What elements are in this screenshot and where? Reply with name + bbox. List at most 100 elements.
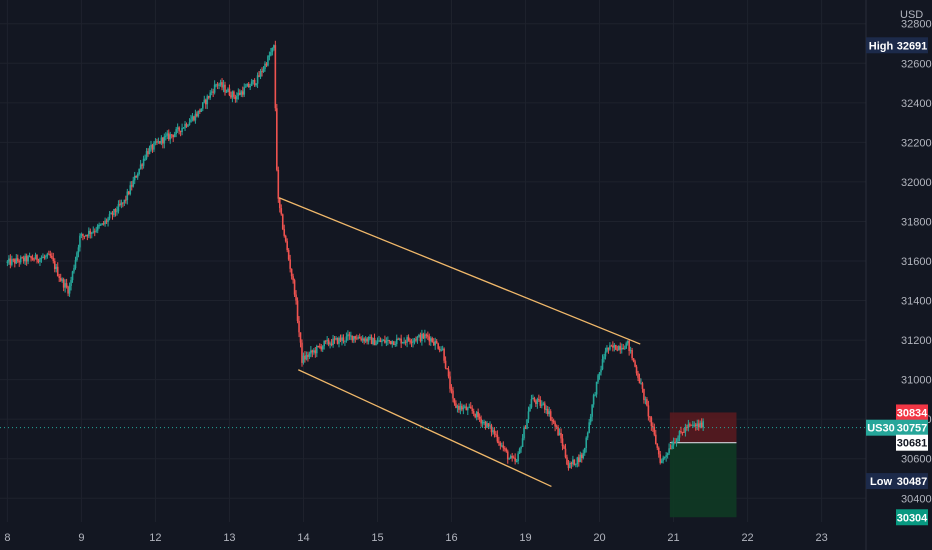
low-value: 30487 — [897, 476, 928, 488]
candle-body — [659, 454, 662, 463]
candle-body — [82, 234, 84, 236]
candle-body — [625, 343, 627, 349]
candle-body — [108, 214, 111, 219]
candle-body — [218, 84, 220, 86]
candle-body — [668, 448, 670, 454]
candle-body — [116, 211, 118, 213]
candle-body — [666, 453, 669, 456]
candle-body — [18, 261, 21, 263]
candle-body — [36, 254, 38, 261]
candle-body — [622, 347, 625, 349]
candle-body — [429, 338, 432, 342]
candle-body — [687, 424, 690, 428]
candle-body — [617, 346, 620, 351]
candle-body — [592, 395, 595, 405]
candle-body — [465, 406, 468, 411]
candle-body — [570, 462, 573, 465]
candle-body — [388, 340, 391, 342]
candle-body — [546, 408, 549, 415]
candle-body — [363, 338, 365, 342]
candle-body — [623, 348, 626, 350]
candle-body — [458, 405, 460, 410]
candle-body — [440, 349, 442, 351]
candle-body — [523, 427, 525, 439]
candle-body — [674, 442, 676, 444]
candle-body — [542, 403, 545, 405]
candle-body — [243, 87, 246, 95]
candle-body — [77, 247, 80, 253]
candle-body — [132, 180, 135, 187]
candle-body — [231, 91, 234, 98]
candle-body — [400, 338, 402, 344]
candle-body — [569, 462, 571, 469]
candle-body — [455, 403, 457, 408]
stop-loss-value: 30834 — [897, 407, 928, 419]
candle-body — [407, 337, 410, 341]
candle-body — [462, 407, 465, 410]
candle-body — [472, 410, 475, 414]
high-badge: High 32691 — [866, 37, 928, 54]
candle-body — [369, 337, 371, 339]
candle-body — [79, 235, 81, 248]
candle-body — [675, 441, 678, 444]
candle-body — [620, 347, 623, 350]
candle-body — [367, 337, 370, 342]
candle-body — [692, 424, 694, 426]
candle-body — [311, 350, 314, 353]
candle-body — [133, 176, 136, 181]
candle-body — [557, 427, 559, 436]
candle-body — [135, 176, 137, 178]
current-price-value: 30757 — [897, 423, 928, 435]
candle-body — [435, 341, 438, 344]
candle-body — [267, 56, 269, 66]
candle-body — [401, 342, 404, 344]
candle-body — [299, 332, 302, 343]
candle-body — [461, 405, 463, 410]
time-axis[interactable]: 8 9 12 13 14 15 16 19 20 21 22 23 — [4, 532, 827, 544]
candle-body — [330, 343, 333, 346]
candle-body — [452, 390, 454, 399]
candle-body — [138, 168, 140, 175]
candle-body — [619, 346, 622, 350]
candle-body — [637, 373, 639, 378]
candle-body — [271, 47, 274, 53]
candle-body — [327, 339, 330, 345]
candle-body — [83, 235, 86, 237]
candle-body — [236, 95, 238, 100]
candle-body — [210, 91, 213, 93]
candle-body — [375, 343, 377, 346]
candle-body — [127, 191, 130, 195]
candle-body — [493, 430, 496, 434]
candle-body — [61, 279, 63, 281]
candle-body — [530, 399, 533, 408]
candle-body — [609, 345, 611, 350]
take-profit-zone[interactable] — [669, 442, 737, 518]
candle-body — [24, 255, 26, 262]
candle-body — [486, 423, 488, 428]
candle-body — [333, 338, 336, 340]
candle-body — [27, 256, 29, 262]
candle-body — [696, 423, 699, 427]
candle-body — [59, 278, 62, 281]
candle-body — [446, 368, 448, 370]
candle-body — [326, 339, 328, 341]
candle-body — [179, 130, 182, 133]
candle-body — [509, 456, 512, 459]
candle-body — [247, 83, 250, 88]
candle-body — [361, 338, 364, 341]
candle-body — [34, 254, 37, 260]
candle-body — [543, 403, 546, 410]
candle-body — [160, 137, 163, 144]
current-price-label-bg — [866, 419, 896, 436]
candle-body — [654, 434, 657, 444]
candle-body — [561, 438, 564, 447]
candle-body — [224, 84, 226, 93]
candle-body — [215, 84, 217, 86]
candle-body — [350, 335, 352, 337]
candle-body — [398, 338, 401, 340]
trend-line[interactable] — [278, 197, 641, 345]
candle-body — [119, 204, 121, 206]
candle-body — [384, 339, 386, 343]
candle-body — [527, 411, 530, 420]
